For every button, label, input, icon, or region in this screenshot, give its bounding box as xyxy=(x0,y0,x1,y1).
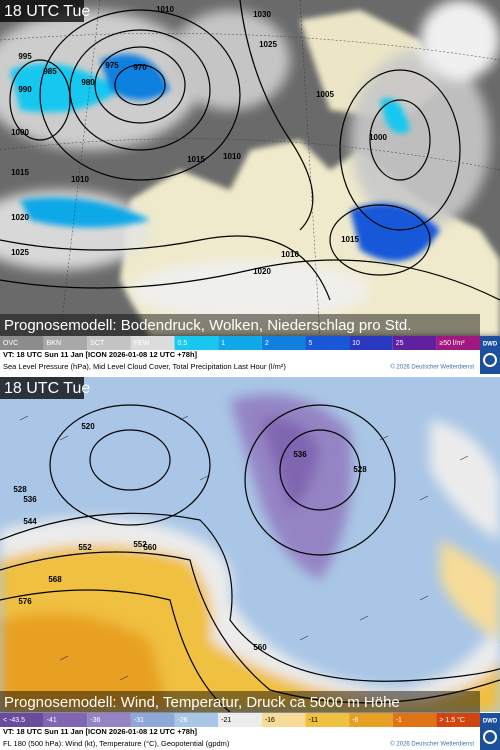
caption-bg xyxy=(0,691,480,713)
legend-swatch xyxy=(392,336,437,350)
legend-label: ≥50 l/m² xyxy=(439,340,465,347)
legend-label: -31 xyxy=(134,717,144,724)
legend-label: SCT xyxy=(90,340,105,347)
contour-label: 1020 xyxy=(11,213,29,222)
contour-label: 990 xyxy=(18,85,32,94)
legend-swatch xyxy=(130,336,175,350)
legend-swatch xyxy=(43,713,88,727)
legend-swatch xyxy=(218,713,262,727)
contour-label: 970 xyxy=(133,63,147,72)
legend-swatch xyxy=(305,713,350,727)
logo: DWD xyxy=(483,719,498,725)
contour-label: 536 xyxy=(293,450,307,459)
contour-label: 528 xyxy=(353,465,367,474)
legend-swatch xyxy=(349,713,393,727)
contour-label: 1030 xyxy=(253,10,271,19)
legend-swatch xyxy=(392,713,437,727)
pressure-map xyxy=(0,0,500,336)
contour-label: 560 xyxy=(143,543,157,552)
contour-label: 520 xyxy=(81,422,95,431)
contour-label: 985 xyxy=(43,67,57,76)
contour-label: 1010 xyxy=(223,152,241,161)
logo-mark xyxy=(483,353,497,367)
legend-label: OVC xyxy=(3,340,18,347)
time-label-bg xyxy=(0,377,84,399)
valid-time: VT: 18 UTC Sun 11 Jan [ICON 2026-01-08 1… xyxy=(3,350,198,359)
legend-swatch xyxy=(436,713,480,727)
upper-air-map xyxy=(0,377,500,712)
legend-label: -1 xyxy=(396,717,402,724)
legend-swatch xyxy=(174,336,219,350)
legend-label: 25 xyxy=(396,340,404,347)
legend-label: -41 xyxy=(47,717,57,724)
description: FL 180 (500 hPa): Wind (kt), Temperature… xyxy=(3,739,230,748)
contour-label: 552 xyxy=(133,540,147,549)
copyright: © 2026 Deutscher Wetterdienst xyxy=(390,364,474,371)
contour-label: 1010 xyxy=(281,250,299,259)
contour-label: 975 xyxy=(105,61,119,70)
contour-label: 568 xyxy=(48,575,62,584)
legend-swatch xyxy=(130,713,175,727)
legend-label: -11 xyxy=(308,717,318,724)
caption: Prognosemodell: Wind, Temperatur, Druck … xyxy=(4,694,400,711)
copyright: © 2026 Deutscher Wetterdienst xyxy=(390,741,474,748)
legend-label: 0.5 xyxy=(178,340,188,347)
legend-label: -26 xyxy=(178,717,188,724)
contour-label: 528 xyxy=(13,485,27,494)
legend-label: FEW xyxy=(134,340,150,347)
caption: Prognosemodell: Bodendruck, Wolken, Nied… xyxy=(4,317,411,334)
contour-label: 1015 xyxy=(187,155,205,164)
contour-label: 1015 xyxy=(341,235,359,244)
legend-swatch xyxy=(43,336,88,350)
contour-label: 1005 xyxy=(316,90,334,99)
legend-swatch xyxy=(0,336,44,350)
valid-time: VT: 18 UTC Sun 11 Jan [ICON 2026-01-08 1… xyxy=(3,727,198,736)
contour-label: 552 xyxy=(78,543,92,552)
legend-label: BKN xyxy=(47,340,61,347)
legend-label: 2 xyxy=(265,340,269,347)
contour-label: 995 xyxy=(18,52,32,61)
legend-label: 5 xyxy=(308,340,312,347)
contour-label: 1010 xyxy=(156,5,174,14)
legend-swatch xyxy=(261,336,306,350)
legend-label: 1 xyxy=(221,340,225,347)
contour-label: 1000 xyxy=(11,128,29,137)
contour-label: 1010 xyxy=(71,175,89,184)
legend-label: 10 xyxy=(352,340,360,347)
contour-label: 1015 xyxy=(11,168,29,177)
legend-swatch xyxy=(218,336,262,350)
contour-label: 1000 xyxy=(369,133,387,142)
time-label: 18 UTC Tue xyxy=(4,380,90,397)
contour-label: 980 xyxy=(81,78,95,87)
legend-label: > 1.5 °C xyxy=(439,716,465,724)
legend-label: -16 xyxy=(265,717,275,724)
contour-label: 1020 xyxy=(253,267,271,276)
contour-label: 576 xyxy=(18,597,32,606)
legend-label: -6 xyxy=(352,717,358,724)
legend-swatch xyxy=(0,713,44,727)
caption-bg xyxy=(0,314,480,336)
contour-label: 536 xyxy=(23,495,37,504)
legend-swatch xyxy=(261,713,306,727)
contour-label: 544 xyxy=(23,517,37,526)
contour-label: 1025 xyxy=(259,40,277,49)
legend-swatch xyxy=(87,336,131,350)
time-label: 18 UTC Tue xyxy=(4,3,90,20)
contour-label: 1025 xyxy=(11,248,29,257)
legend-swatch xyxy=(305,336,350,350)
legend-label: < -43.5 xyxy=(3,717,25,724)
time-label-bg xyxy=(0,0,84,22)
logo-mark xyxy=(483,730,497,744)
legend-swatch xyxy=(436,336,480,350)
legend-swatch xyxy=(349,336,393,350)
description: Sea Level Pressure (hPa), Mid Level Clou… xyxy=(3,362,286,371)
legend-label: -36 xyxy=(90,717,100,724)
logo: DWD xyxy=(483,342,498,348)
legend-swatch xyxy=(87,713,131,727)
contour-label: 560 xyxy=(253,643,267,652)
legend-label: -21 xyxy=(221,717,231,724)
legend-swatch xyxy=(174,713,219,727)
